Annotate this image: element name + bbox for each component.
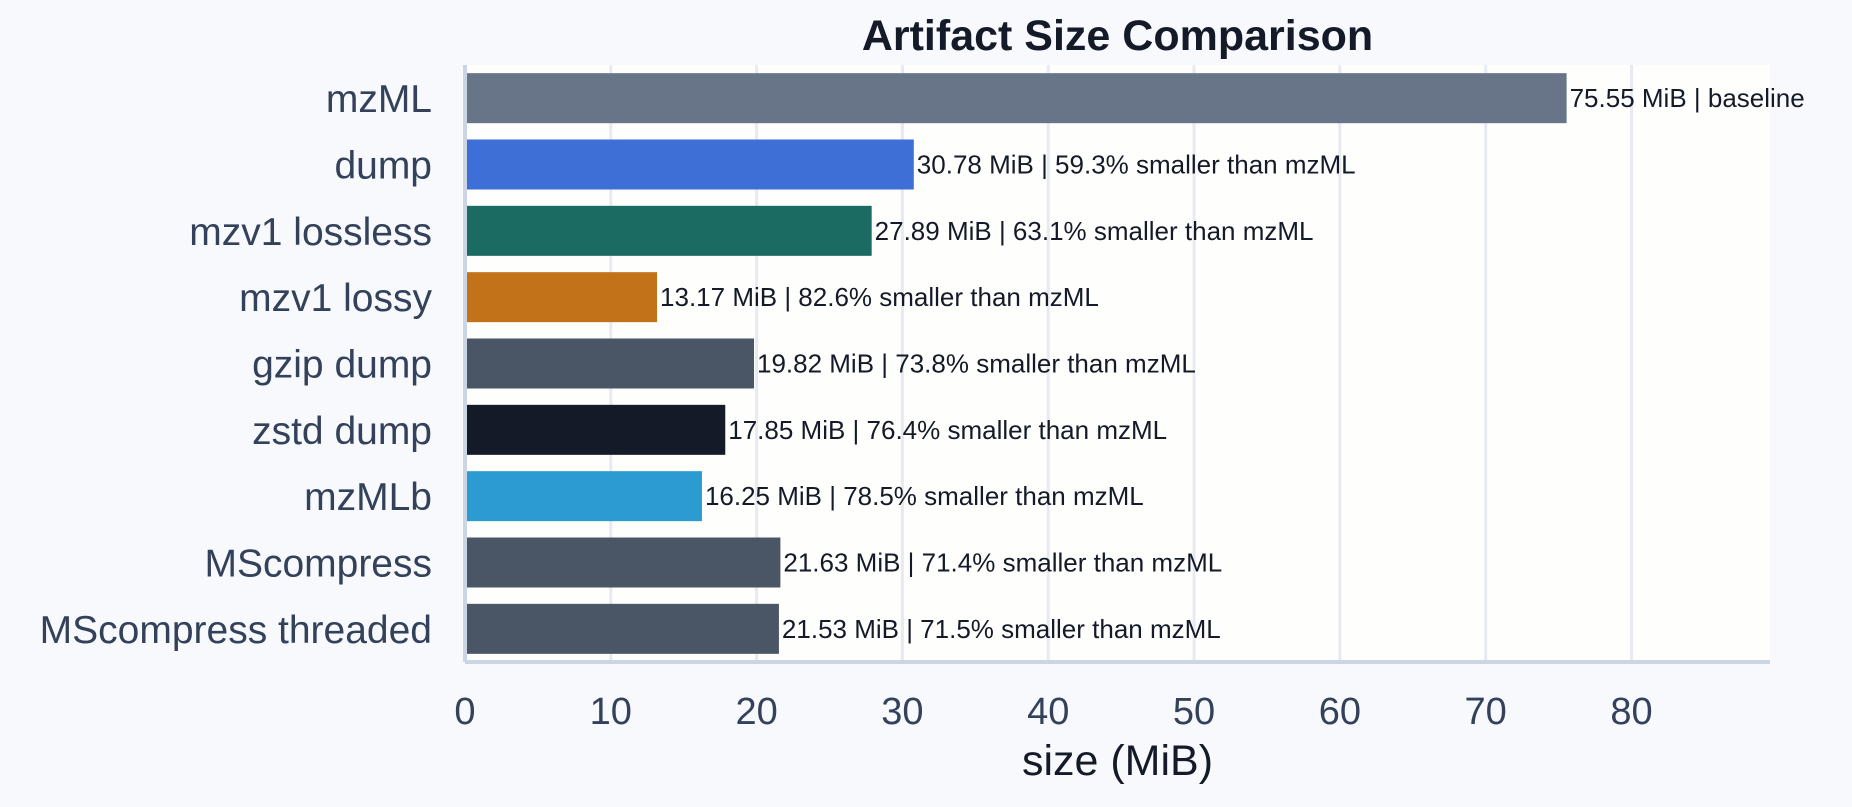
category-label: dump [334, 145, 432, 188]
bar [465, 272, 658, 323]
data-label: 16.25 MiB | 78.5% smaller than mzML [705, 481, 1144, 511]
bar [465, 139, 914, 190]
data-label: 17.85 MiB | 76.4% smaller than mzML [728, 415, 1167, 445]
x-tick-label: 10 [590, 691, 632, 733]
data-label: 27.89 MiB | 63.1% smaller than mzML [875, 216, 1314, 246]
data-label: 75.55 MiB | baseline [1570, 83, 1805, 113]
x-tick-label: 40 [1027, 691, 1069, 733]
data-label: 13.17 MiB | 82.6% smaller than mzML [660, 282, 1099, 312]
x-tick-label: 70 [1465, 691, 1507, 733]
bar [465, 603, 779, 654]
bar [465, 537, 781, 588]
bar [465, 338, 754, 389]
bar [465, 205, 872, 256]
x-tick-label: 80 [1610, 691, 1652, 733]
category-label: mzv1 lossy [239, 277, 432, 320]
bar [465, 471, 702, 522]
x-tick-label: 50 [1173, 691, 1215, 733]
category-label: MScompress threaded [40, 609, 432, 652]
x-tick-label: 20 [735, 691, 777, 733]
category-label: mzv1 lossless [189, 211, 432, 254]
category-label: mzMLb [304, 476, 432, 519]
x-tick-label: 60 [1319, 691, 1361, 733]
bar [465, 404, 726, 455]
x-axis-label: size (MiB) [1022, 737, 1213, 785]
data-label: 21.53 MiB | 71.5% smaller than mzML [782, 614, 1221, 644]
data-label: 19.82 MiB | 73.8% smaller than mzML [757, 349, 1196, 379]
chart-title: Artifact Size Comparison [862, 12, 1373, 60]
x-tick-label: 30 [881, 691, 923, 733]
x-tick-label: 0 [454, 691, 475, 733]
bar [465, 73, 1567, 124]
category-label: mzML [326, 78, 432, 121]
data-label: 30.78 MiB | 59.3% smaller than mzML [917, 150, 1356, 180]
category-label: zstd dump [252, 410, 432, 453]
category-label: MScompress [204, 543, 432, 586]
data-label: 21.63 MiB | 71.4% smaller than mzML [783, 548, 1222, 578]
category-label: gzip dump [252, 344, 432, 387]
